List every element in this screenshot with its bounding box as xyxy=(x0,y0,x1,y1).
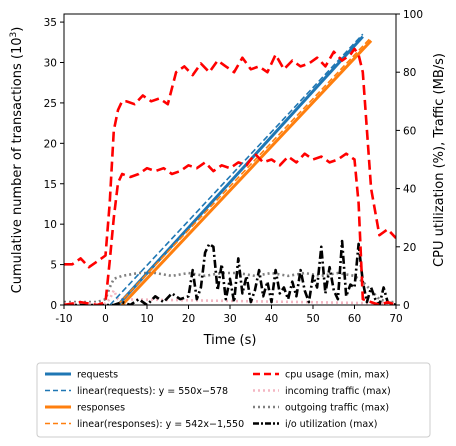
legend-label-incoming: incoming traffic (max) xyxy=(285,386,391,397)
y2-axis-label: CPU utilization (%), Traffic (MB/s) xyxy=(432,53,447,267)
y2-tick-label: 20 xyxy=(403,242,416,254)
x-tick-label: 0 xyxy=(102,313,109,325)
x-tick-label: 30 xyxy=(223,313,236,325)
series-linear-requests xyxy=(109,33,364,305)
x-tick-label: 50 xyxy=(306,313,319,325)
y-tick-label: 5 xyxy=(50,260,57,272)
series-outgoing xyxy=(64,271,396,304)
legend-label-io: i/o utilization (max) xyxy=(285,419,377,430)
y-axis-label: Cumulative number of transactions (103) xyxy=(9,27,25,294)
y-tick-label: 35 xyxy=(44,17,57,29)
series-requests xyxy=(116,35,364,305)
series-linear-responses xyxy=(116,36,372,305)
y2-tick-label: 80 xyxy=(403,67,416,79)
legend-label-requests: requests xyxy=(77,370,118,381)
x-ticks: -10 0 10 20 30 40 50 60 70 xyxy=(55,305,403,325)
x-tick-label: -10 xyxy=(55,313,72,325)
x-axis-label: Time (s) xyxy=(203,333,257,348)
legend-label-outgoing: outgoing traffic (max) xyxy=(285,403,389,414)
y-tick-label: 25 xyxy=(44,98,57,110)
x-tick-label: 20 xyxy=(182,313,195,325)
x-tick-label: 70 xyxy=(389,313,402,325)
y-tick-label: 30 xyxy=(44,58,57,70)
y-tick-label: 10 xyxy=(44,219,57,231)
y2-tick-label: 60 xyxy=(403,125,416,137)
legend-label-responses: responses xyxy=(77,403,125,414)
legend-items: requests linear(requests): y = 550x−578 re… xyxy=(45,370,391,430)
y-tick-label: 15 xyxy=(44,179,57,191)
x-tick-label: 10 xyxy=(140,313,153,325)
x-tick-label: 40 xyxy=(265,313,278,325)
y-axis-label-close: ) xyxy=(10,27,25,32)
y-ticks: 0 5 10 15 20 25 30 35 xyxy=(44,17,64,312)
series-layer xyxy=(64,33,396,305)
x-tick-label: 60 xyxy=(348,313,361,325)
legend-label-lin_resp: linear(responses): y = 542x−1,550 xyxy=(77,419,244,430)
y-axis-label-main: Cumulative number of transactions (10 xyxy=(10,37,25,293)
y-tick-label: 20 xyxy=(44,138,57,150)
series-cpu-max xyxy=(64,47,396,269)
series-cpu-min xyxy=(64,152,396,305)
y2-tick-label: 0 xyxy=(403,300,410,312)
y2-tick-label: 100 xyxy=(403,9,423,21)
legend-label-lin_req: linear(requests): y = 550x−578 xyxy=(77,386,228,397)
legend-label-cpu: cpu usage (min, max) xyxy=(285,370,389,381)
series-responses xyxy=(121,39,373,305)
series-io xyxy=(64,239,396,305)
y-axis-label-sup: 3 xyxy=(9,32,19,38)
legend-box xyxy=(36,362,431,438)
y2-ticks: 0 20 40 60 80 100 xyxy=(396,9,423,312)
y2-tick-label: 40 xyxy=(403,184,416,196)
legend: requests linear(requests): y = 550x−578 re… xyxy=(36,362,431,438)
y-tick-label: 0 xyxy=(50,300,57,312)
